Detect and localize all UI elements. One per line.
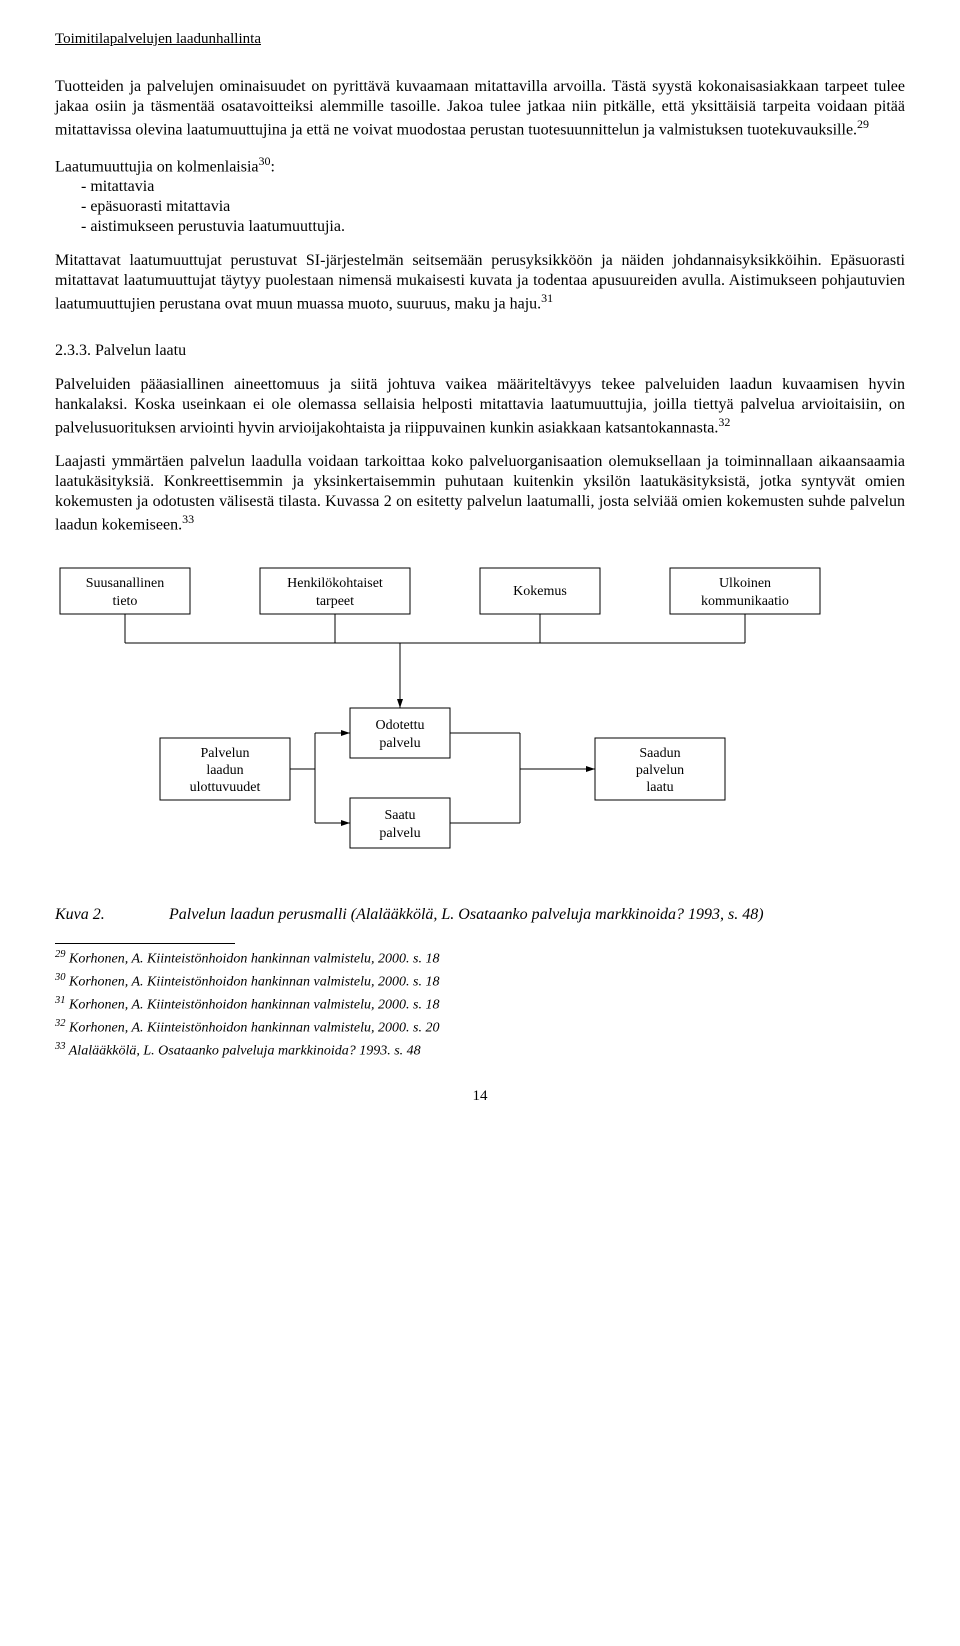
paragraph-1-text: Tuotteiden ja palvelujen ominaisuudet on… [55,78,905,138]
footnote-31: 31 Korhonen, A. Kiinteistönhoidon hankin… [55,994,905,1015]
box-label: kommunikaatio [701,594,789,609]
box-label: Saatu [384,808,415,823]
footnotes: 29 Korhonen, A. Kiinteistönhoidon hankin… [55,948,905,1060]
footnote-ref-32: 32 [718,415,730,429]
box-label: Kokemus [513,584,567,599]
paragraph-2-text: Mitattavat laatumuuttujat perustuvat SI-… [55,252,905,312]
box-label: palvelu [379,736,420,751]
list-item: mitattavia [97,177,905,197]
footnote-32: 32 Korhonen, A. Kiinteistönhoidon hankin… [55,1017,905,1038]
figure-caption: Kuva 2. Palvelun laadun perusmalli (Alal… [55,905,905,925]
footnote-ref-33: 33 [182,512,194,526]
footnote-text: Alalääkkölä, L. Osataanko palveluja mark… [69,1043,421,1058]
box-label: palvelu [379,826,420,841]
box-saatu-palvelu: Saatu palvelu [350,798,450,848]
box-label: laadun [206,763,243,778]
footnote-ref-29: 29 [857,117,869,131]
footnote-ref-31: 31 [541,291,553,305]
page-number: 14 [55,1087,905,1106]
box-saadun-palvelun-laatu: Saadun palvelun laatu [595,738,725,800]
list-item: epäsuorasti mitattavia [97,197,905,217]
footnote-text: Korhonen, A. Kiinteistönhoidon hankinnan… [69,952,439,967]
list-intro-text: Laatumuuttujia on kolmenlaisia [55,158,259,175]
box-label: Suusanallinen [86,576,165,591]
footnote-separator [55,943,235,944]
paragraph-4: Laajasti ymmärtäen palvelun laadulla voi… [55,452,905,535]
box-palvelun-laadun-ulottuvuudet: Palvelun laadun ulottuvuudet [160,738,290,800]
paragraph-3: Palveluiden pääasiallinen aineettomuus j… [55,375,905,438]
box-ulkoinen-kommunikaatio: Ulkoinen kommunikaatio [670,568,820,614]
footnote-30: 30 Korhonen, A. Kiinteistönhoidon hankin… [55,971,905,992]
section-heading: 2.3.3. Palvelun laatu [55,341,905,361]
figure-caption-text: Palvelun laadun perusmalli (Alalääkkölä,… [169,905,869,925]
service-quality-diagram: Suusanallinen tieto Henkilökohtaiset tar… [55,563,905,883]
box-label: tieto [113,594,138,609]
footnote-29: 29 Korhonen, A. Kiinteistönhoidon hankin… [55,948,905,969]
box-suusanallinen-tieto: Suusanallinen tieto [60,568,190,614]
page-header: Toimitilapalvelujen laadunhallinta [55,30,905,49]
footnote-text: Korhonen, A. Kiinteistönhoidon hankinnan… [69,998,439,1013]
paragraph-2: Mitattavat laatumuuttujat perustuvat SI-… [55,251,905,314]
box-label: Palvelun [201,746,250,761]
box-label: Odotettu [376,718,425,733]
quality-variable-list: mitattavia epäsuorasti mitattavia aistim… [55,177,905,237]
footnote-33: 33 Alalääkkölä, L. Osataanko palveluja m… [55,1040,905,1061]
box-label: Saadun [639,746,680,761]
list-item: aistimukseen perustuvia laatumuuttujia. [97,217,905,237]
box-label: Henkilökohtaiset [287,576,383,591]
box-label: Ulkoinen [719,576,771,591]
box-label: palvelun [636,763,684,778]
paragraph-3-text: Palveluiden pääasiallinen aineettomuus j… [55,376,905,436]
box-kokemus: Kokemus [480,568,600,614]
box-label: ulottuvuudet [190,780,261,795]
box-odotettu-palvelu: Odotettu palvelu [350,708,450,758]
box-label: laatu [646,780,673,795]
footnote-text: Korhonen, A. Kiinteistönhoidon hankinnan… [69,975,439,990]
list-intro: Laatumuuttujia on kolmenlaisia30: [55,154,905,177]
paragraph-1: Tuotteiden ja palvelujen ominaisuudet on… [55,77,905,140]
box-label: tarpeet [316,594,354,609]
figure-label: Kuva 2. [55,905,165,925]
footnote-ref-30: 30 [259,154,271,168]
footnote-text: Korhonen, A. Kiinteistönhoidon hankinnan… [69,1021,439,1036]
box-henkilokohtaiset-tarpeet: Henkilökohtaiset tarpeet [260,568,410,614]
